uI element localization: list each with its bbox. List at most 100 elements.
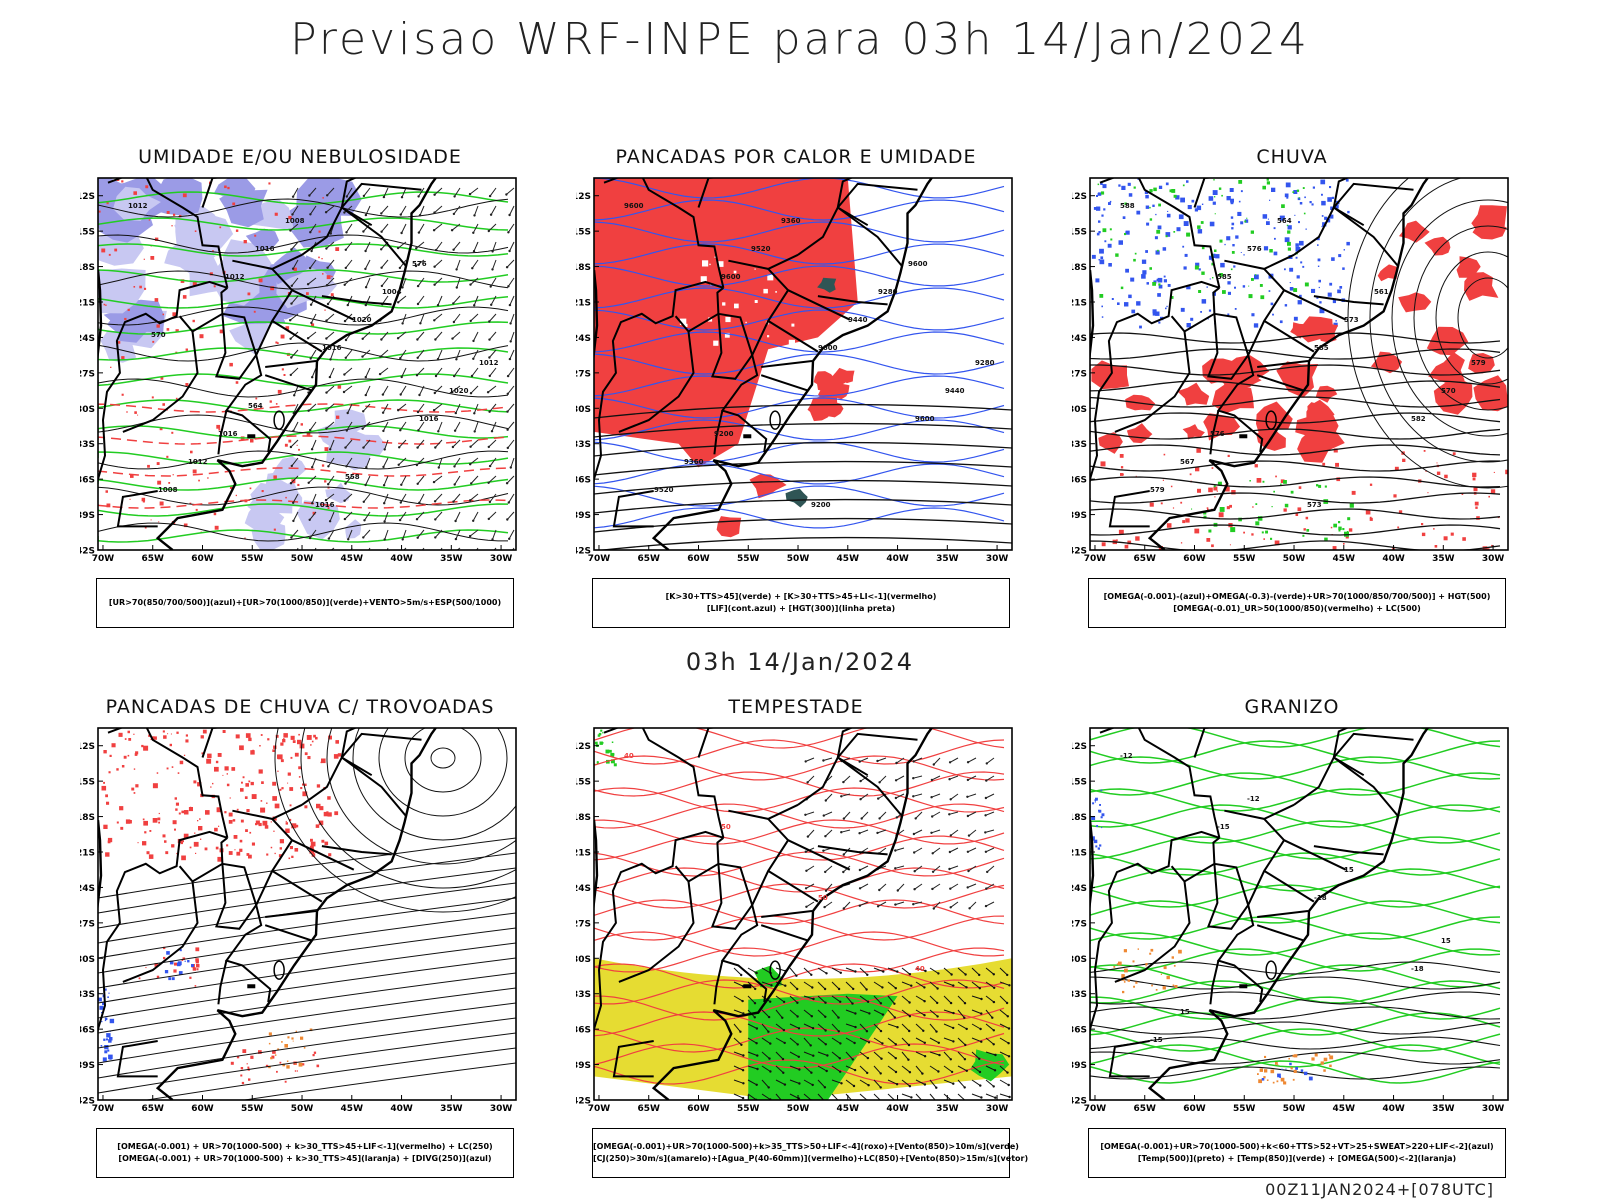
hail-blue bbox=[1279, 1076, 1281, 1078]
wind-vector-head bbox=[400, 483, 403, 486]
rain-blue-cell bbox=[1125, 231, 1128, 234]
rain-blue-cell bbox=[1128, 193, 1133, 197]
rain-green-cell bbox=[1219, 239, 1223, 243]
red-contour-fragment bbox=[229, 486, 233, 489]
red-contour-fragment bbox=[173, 213, 176, 216]
thunder-red-cell bbox=[296, 1070, 298, 1072]
wind-vector-head bbox=[329, 232, 332, 235]
legend-line: [UR>70(850/700/500)](azul)+[UR>70(1000/8… bbox=[108, 598, 502, 607]
wind-vector bbox=[733, 1079, 744, 1084]
rain-red-area bbox=[1464, 272, 1499, 301]
wind-vector-head bbox=[992, 973, 995, 976]
contour-label: 564 bbox=[1277, 217, 1292, 225]
wind-vector bbox=[929, 1051, 940, 1056]
contour-label: 9600 bbox=[818, 344, 838, 352]
wind-vector bbox=[451, 223, 461, 231]
lagoa-dos-patos bbox=[1265, 960, 1277, 980]
political-border bbox=[1207, 313, 1250, 380]
wind-vector bbox=[949, 757, 959, 763]
red-contour-fragment bbox=[156, 324, 160, 328]
wind-vector bbox=[456, 277, 461, 288]
thunder-red-cell bbox=[182, 840, 184, 843]
rain-green-cell bbox=[1214, 249, 1217, 252]
wind-vector-head bbox=[401, 538, 404, 541]
political-border bbox=[264, 924, 313, 942]
wind-vector-head bbox=[381, 393, 385, 396]
wind-vector-head bbox=[491, 268, 494, 271]
red-contour-fragment bbox=[166, 455, 169, 458]
hail-blue bbox=[1098, 809, 1102, 813]
rain-green-cell bbox=[1293, 288, 1298, 292]
lon-tick-label: 65W bbox=[638, 554, 661, 564]
wind-vector-head bbox=[509, 322, 512, 325]
thunder-red-cell bbox=[285, 820, 287, 822]
wind-vector-head bbox=[488, 356, 491, 359]
lon-tick-label: 45W bbox=[1333, 1104, 1356, 1114]
contour-label: 576 bbox=[1210, 430, 1225, 438]
rain-blue-cell bbox=[1298, 221, 1300, 224]
rain-blue-cell bbox=[1096, 206, 1101, 211]
wind-vector bbox=[873, 1037, 883, 1044]
wind-vector bbox=[469, 187, 479, 195]
wind-vector-head bbox=[488, 194, 492, 198]
geopotential-line bbox=[594, 441, 1012, 457]
political-border bbox=[1332, 178, 1350, 208]
omega-orange bbox=[1320, 1061, 1324, 1065]
thunder-red-cell bbox=[251, 794, 257, 799]
streamline bbox=[326, 728, 516, 865]
wind-vector-head bbox=[415, 463, 419, 467]
wind-vector bbox=[510, 313, 515, 324]
map-frame bbox=[1089, 727, 1509, 1101]
red-contour-fragment bbox=[270, 286, 275, 291]
streamline bbox=[98, 897, 516, 959]
wind-vector-head bbox=[895, 761, 898, 765]
wind-vector-head bbox=[812, 1054, 815, 1057]
wind-vector bbox=[489, 367, 497, 377]
political-border bbox=[1293, 206, 1365, 256]
wind-vector bbox=[733, 967, 742, 976]
rain-blue-cell bbox=[1153, 280, 1157, 284]
wind-vector bbox=[929, 981, 938, 989]
rain-blue-cell bbox=[1240, 252, 1242, 253]
wind-vector bbox=[943, 995, 952, 1004]
wind-vector bbox=[887, 981, 897, 989]
wind-vector bbox=[831, 1009, 839, 1018]
red-contour-fragment bbox=[321, 464, 325, 467]
wind-vector bbox=[901, 981, 912, 987]
wind-vector bbox=[489, 493, 497, 503]
wind-vector-head bbox=[894, 903, 897, 906]
thunder-red-cell bbox=[252, 749, 254, 752]
rain-red-cell bbox=[1101, 542, 1106, 547]
thunder-red-cell bbox=[260, 734, 263, 736]
rain-blue-cell bbox=[1295, 256, 1298, 259]
omega-orange bbox=[1163, 966, 1167, 970]
wind-vector-head bbox=[433, 319, 436, 322]
wind-vector bbox=[380, 349, 389, 357]
wind-vector bbox=[380, 205, 389, 214]
wind-vector bbox=[291, 241, 299, 250]
wind-vector-head bbox=[931, 887, 934, 891]
red-contour-fragment bbox=[224, 185, 227, 189]
rain-red-cell bbox=[1397, 526, 1400, 529]
thunder-red-cell bbox=[283, 733, 288, 738]
rain-green-cell bbox=[1265, 530, 1268, 534]
wind-vector bbox=[365, 385, 371, 396]
lon-tick-label: 55W bbox=[1233, 1104, 1256, 1114]
rain-blue-cell bbox=[1109, 200, 1112, 203]
wind-vector bbox=[747, 1051, 758, 1057]
wind-vector-head bbox=[824, 1001, 827, 1004]
rain-blue-cell bbox=[1326, 218, 1331, 223]
rain-red-cell bbox=[1206, 507, 1209, 509]
lat-tick-label: 21S bbox=[1072, 299, 1087, 309]
wind-vector-head bbox=[346, 411, 349, 415]
lagoa-mirim bbox=[1239, 984, 1248, 989]
wind-vector-head bbox=[984, 814, 987, 817]
rain-green-cell bbox=[1298, 197, 1300, 199]
omega-orange bbox=[1264, 1069, 1268, 1073]
thunder-red-cell bbox=[280, 759, 284, 763]
wind-vector bbox=[470, 475, 479, 484]
wind-vector bbox=[400, 493, 407, 503]
wind-vector-head bbox=[362, 194, 366, 198]
wind-vector bbox=[488, 475, 497, 484]
wind-vector bbox=[384, 439, 389, 450]
